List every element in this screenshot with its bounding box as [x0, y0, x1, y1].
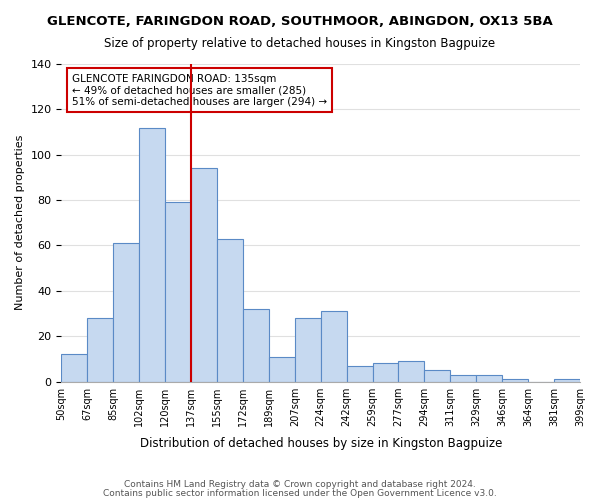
Bar — [61, 354, 88, 382]
Text: Size of property relative to detached houses in Kingston Bagpuize: Size of property relative to detached ho… — [104, 38, 496, 51]
Bar — [476, 374, 502, 382]
Bar — [165, 202, 191, 382]
Bar — [139, 128, 165, 382]
Bar — [451, 374, 476, 382]
Bar — [424, 370, 451, 382]
Bar — [373, 364, 398, 382]
Bar — [269, 356, 295, 382]
Bar — [347, 366, 373, 382]
Bar — [321, 311, 347, 382]
Bar — [88, 318, 113, 382]
Text: Contains HM Land Registry data © Crown copyright and database right 2024.: Contains HM Land Registry data © Crown c… — [124, 480, 476, 489]
Bar — [191, 168, 217, 382]
Text: GLENCOTE FARINGDON ROAD: 135sqm
← 49% of detached houses are smaller (285)
51% o: GLENCOTE FARINGDON ROAD: 135sqm ← 49% of… — [72, 74, 327, 106]
Bar — [113, 243, 139, 382]
Bar — [295, 318, 321, 382]
Bar — [217, 238, 243, 382]
Bar — [243, 309, 269, 382]
Bar — [502, 380, 528, 382]
Bar — [554, 380, 580, 382]
Text: GLENCOTE, FARINGDON ROAD, SOUTHMOOR, ABINGDON, OX13 5BA: GLENCOTE, FARINGDON ROAD, SOUTHMOOR, ABI… — [47, 15, 553, 28]
X-axis label: Distribution of detached houses by size in Kingston Bagpuize: Distribution of detached houses by size … — [140, 437, 502, 450]
Bar — [398, 361, 424, 382]
Y-axis label: Number of detached properties: Number of detached properties — [15, 135, 25, 310]
Text: Contains public sector information licensed under the Open Government Licence v3: Contains public sector information licen… — [103, 488, 497, 498]
